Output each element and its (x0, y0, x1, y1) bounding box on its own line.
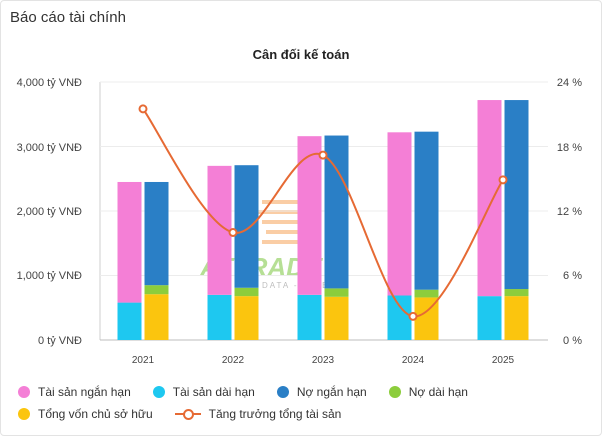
growth-point[interactable] (138, 104, 148, 114)
bars-group (100, 81, 548, 341)
legend-item-short-debt[interactable]: Nợ ngắn hạn (276, 385, 367, 399)
x-tick-label: 2023 (312, 355, 335, 366)
watermark-stripes-icon (258, 200, 298, 244)
legend-item-long-assets[interactable]: Tài sản dài hạn (152, 385, 255, 399)
x-tick-label: 2024 (402, 355, 425, 366)
y-right-tick: 24 % (557, 77, 582, 89)
bar-short-term-debt[interactable] (324, 135, 349, 289)
legend-label: Nợ ngắn hạn (296, 385, 367, 399)
bar-equity[interactable] (504, 296, 529, 340)
bar-short-term-debt[interactable] (234, 165, 259, 288)
growth-line-group (138, 104, 508, 321)
y-left-tick: 0 tỷ VNĐ (38, 335, 82, 347)
legend-item-equity[interactable]: Tổng vốn chủ sở hữu (18, 407, 153, 421)
legend-label: Tổng vốn chủ sở hữu (38, 407, 153, 421)
legend-swatch-icon (18, 386, 30, 398)
growth-point[interactable] (318, 150, 328, 160)
bar-long-term-assets[interactable] (477, 296, 502, 340)
bar-long-term-assets[interactable] (117, 302, 142, 340)
bar-long-term-debt[interactable] (144, 285, 169, 295)
legend-label: Tăng trưởng tổng tài sản (208, 407, 342, 421)
bar-equity[interactable] (324, 296, 349, 340)
growth-point[interactable] (498, 175, 508, 185)
legend-swatch-icon (276, 386, 289, 398)
bar-short-term-assets[interactable] (117, 181, 142, 303)
growth-point[interactable] (408, 311, 418, 321)
y-left-tick: 1,000 tỷ VNĐ (17, 270, 82, 282)
growth-point[interactable] (228, 228, 238, 237)
bar-long-term-assets[interactable] (207, 294, 232, 340)
bar-short-term-assets[interactable] (477, 100, 502, 297)
bar-equity[interactable] (144, 294, 169, 340)
legend-item-long-debt[interactable]: Nợ dài hạn (388, 385, 468, 399)
bar-short-term-assets[interactable] (297, 136, 322, 295)
bar-long-term-debt[interactable] (234, 287, 259, 297)
legend-swatch-icon (388, 386, 401, 398)
legend-label: Tài sản dài hạn (172, 385, 255, 399)
legend-item-short-assets[interactable]: Tài sản ngắn hạn (18, 385, 131, 399)
bar-long-term-assets[interactable] (387, 295, 412, 340)
x-tick-label: 2025 (492, 355, 515, 366)
x-tick-label: 2022 (222, 355, 245, 366)
y-left-tick: 3,000 tỷ VNĐ (17, 142, 82, 154)
bar-long-term-debt[interactable] (414, 289, 439, 298)
chart-canvas: 4,000 tỷ VNĐ 3,000 tỷ VNĐ 2,000 tỷ VNĐ 1… (17, 77, 583, 366)
legend-line-marker-icon (174, 408, 201, 420)
bar-equity[interactable] (234, 296, 259, 340)
legend-item-growth[interactable]: Tăng trưởng tổng tài sản (174, 407, 342, 421)
legend-label: Tài sản ngắn hạn (38, 385, 131, 399)
y-left-tick: 4,000 tỷ VNĐ (17, 77, 82, 89)
y-right-ticks: 24 % 18 % 12 % 6 % 0 % (557, 77, 582, 347)
y-left-ticks: 4,000 tỷ VNĐ 3,000 tỷ VNĐ 2,000 tỷ VNĐ 1… (17, 77, 82, 347)
bar-short-term-assets[interactable] (387, 132, 412, 296)
y-right-tick: 6 % (563, 270, 582, 282)
legend: Tài sản ngắn hạn Tài sản dài hạn Nợ ngắn… (18, 383, 588, 427)
y-right-tick: 18 % (557, 142, 582, 154)
y-left-tick: 2,000 tỷ VNĐ (17, 206, 82, 218)
legend-swatch-icon (18, 408, 30, 420)
y-right-tick: 0 % (563, 335, 582, 347)
legend-swatch-icon (152, 386, 165, 398)
page-title: Báo cáo tài chính (10, 9, 126, 26)
y-right-tick: 12 % (557, 206, 582, 218)
legend-label: Nợ dài hạn (408, 385, 468, 399)
x-tick-label: 2021 (132, 355, 155, 366)
x-tick-labels: 2021 2022 2023 2024 2025 (132, 355, 515, 366)
bar-long-term-debt[interactable] (324, 288, 349, 297)
bar-short-term-debt[interactable] (144, 181, 169, 286)
bar-short-term-debt[interactable] (504, 100, 529, 290)
bar-short-term-debt[interactable] (414, 131, 439, 290)
bar-long-term-assets[interactable] (297, 294, 322, 340)
chart-title: Cân đối kế toán (252, 47, 350, 62)
bar-long-term-debt[interactable] (504, 289, 529, 297)
